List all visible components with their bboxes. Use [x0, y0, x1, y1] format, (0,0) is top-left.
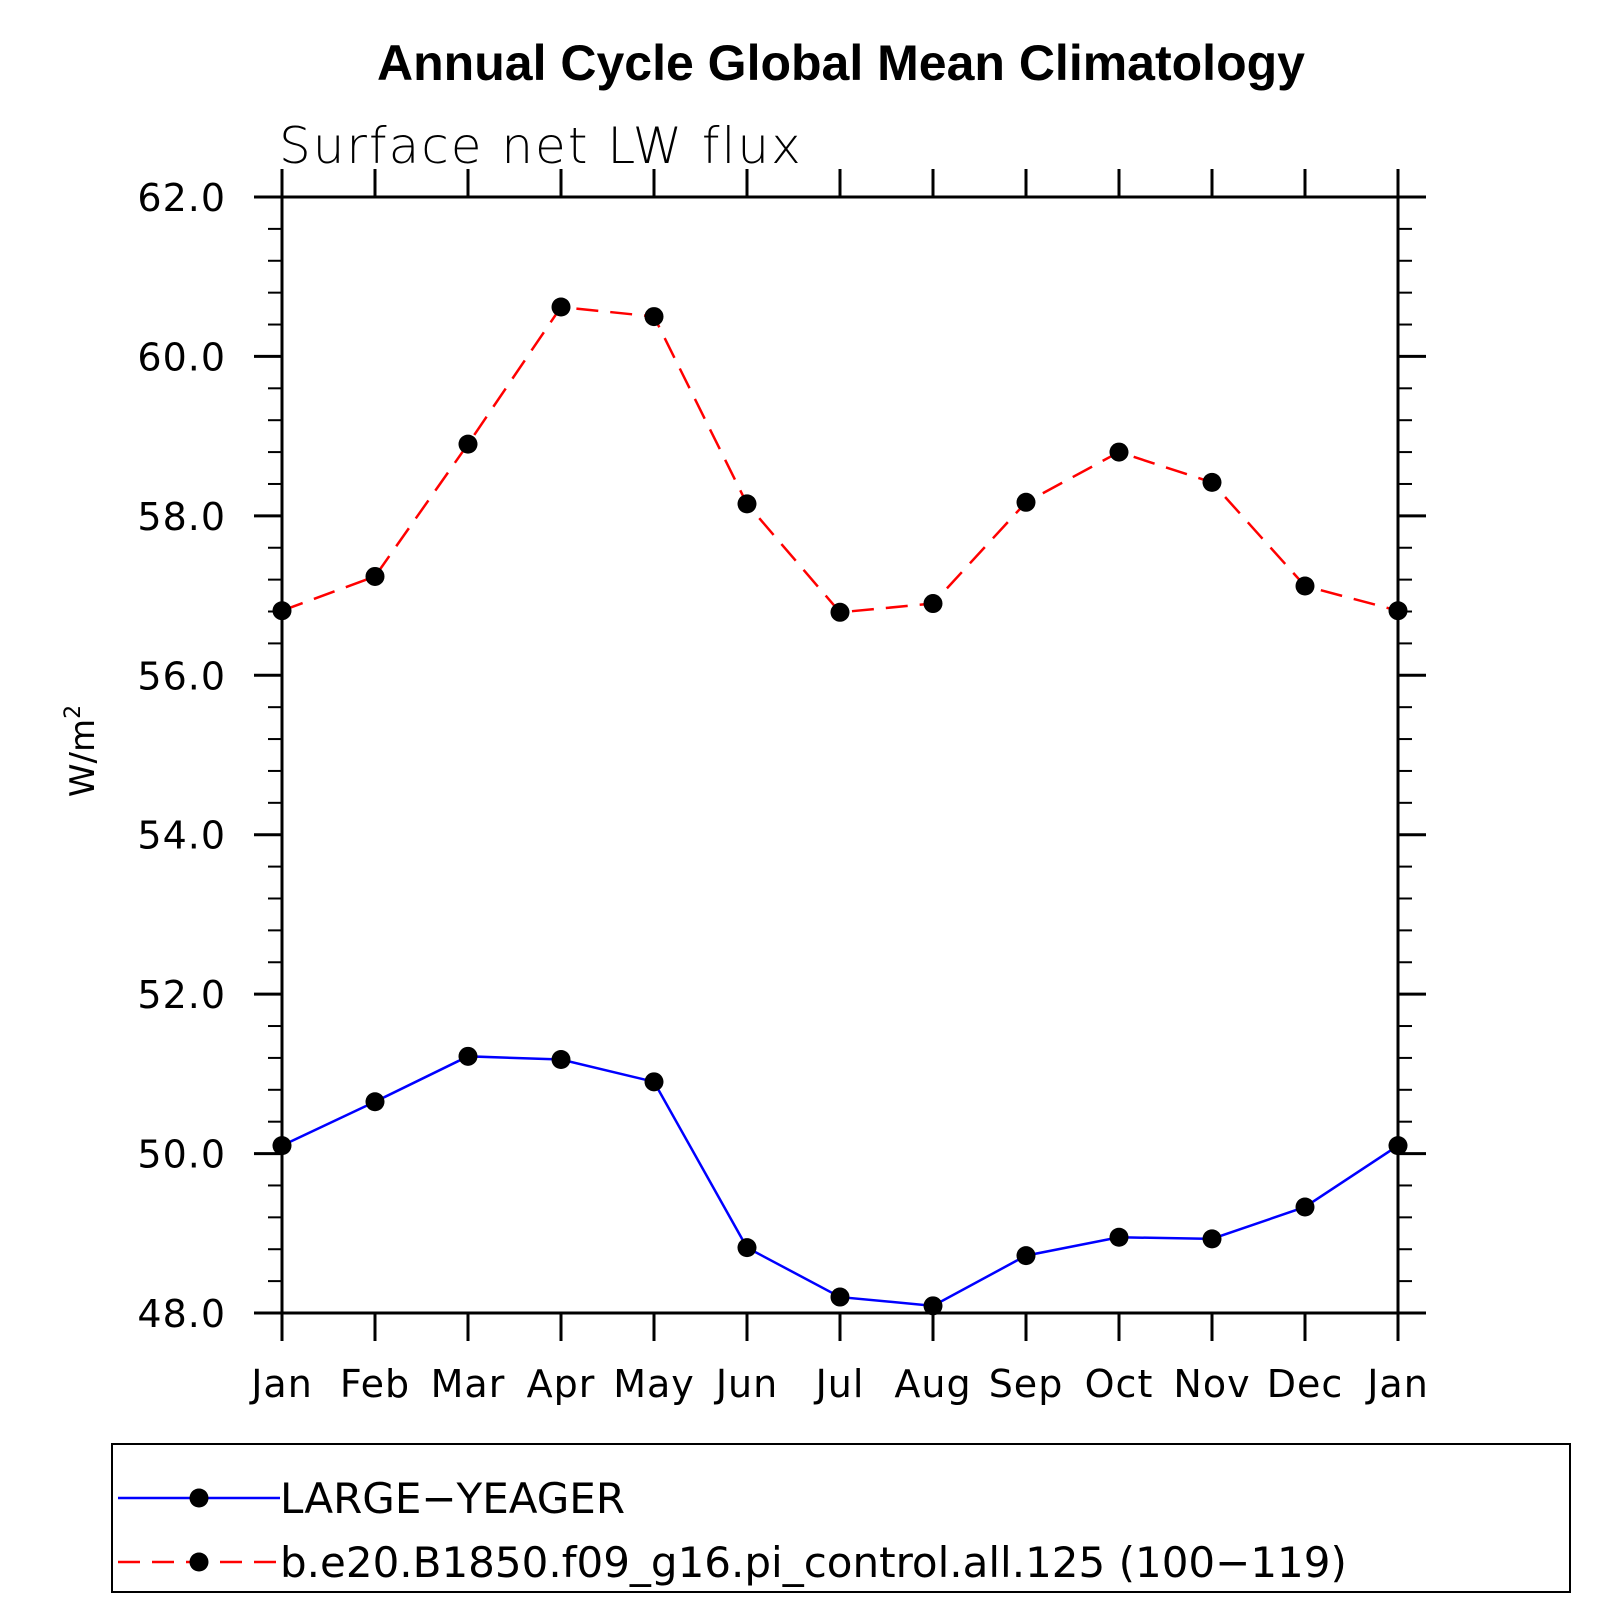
- data-point-s2: [644, 307, 664, 327]
- data-point-s1: [1388, 1136, 1408, 1156]
- chart-title: Annual Cycle Global Mean Climatology: [377, 35, 1305, 91]
- data-point-s2: [830, 602, 850, 622]
- data-point-s1: [644, 1072, 664, 1092]
- y-axis-label: W/m2: [61, 705, 103, 797]
- data-point-s2: [737, 494, 757, 514]
- legend-box: [111, 1443, 1571, 1593]
- legend-marker-1: [189, 1488, 209, 1508]
- data-point-s2: [923, 594, 943, 614]
- y-axis-label-sup: 2: [61, 705, 86, 719]
- axis-ticks: [254, 169, 1426, 1341]
- x-tick-label: Dec: [1267, 1362, 1344, 1406]
- data-point-s1: [1202, 1229, 1222, 1249]
- data-point-s1: [551, 1050, 571, 1070]
- legend-label-1: LARGE−YEAGER: [280, 1474, 625, 1523]
- data-point-s2: [1109, 442, 1129, 462]
- x-tick-label: Oct: [1085, 1362, 1154, 1406]
- y-tick-label: 54.0: [137, 814, 226, 858]
- data-point-s1: [458, 1046, 478, 1066]
- x-tick-label: Apr: [527, 1362, 596, 1406]
- x-tick-label: Jan: [249, 1362, 313, 1406]
- legend: LARGE−YEAGER b.e20.B1850.f09_g16.pi_contr…: [111, 1443, 1571, 1593]
- series-lines: [281, 305, 1399, 1308]
- data-point-s2: [458, 434, 478, 454]
- data-point-s2: [272, 601, 292, 621]
- data-point-s1: [737, 1238, 757, 1258]
- data-point-s1: [1109, 1227, 1129, 1247]
- x-tick-label: Jun: [714, 1362, 778, 1406]
- data-point-s2: [551, 297, 571, 317]
- x-tick-label: Aug: [894, 1362, 971, 1406]
- series-line-1: [281, 1055, 1399, 1308]
- x-tick-label: Mar: [431, 1362, 506, 1406]
- y-tick-label: 50.0: [137, 1133, 226, 1177]
- data-point-s1: [365, 1092, 385, 1112]
- data-point-s1: [830, 1287, 850, 1307]
- chart-subtitle: Surface net LW flux: [279, 117, 803, 175]
- legend-marker-2: [189, 1552, 209, 1572]
- legend-label-2: b.e20.B1850.f09_g16.pi_control.all.125 (…: [280, 1538, 1347, 1587]
- x-tick-label: Nov: [1173, 1362, 1250, 1406]
- x-tick-label: May: [613, 1362, 695, 1406]
- y-tick-label: 58.0: [137, 495, 226, 539]
- x-tick-label: Jul: [814, 1362, 865, 1406]
- data-point-s2: [365, 566, 385, 586]
- data-point-s2: [1295, 576, 1315, 596]
- y-axis-label-base: W/m: [63, 719, 103, 797]
- data-point-s2: [1016, 492, 1036, 512]
- data-point-s2: [1202, 472, 1222, 492]
- x-tick-label: Jan: [1365, 1362, 1429, 1406]
- y-tick-label: 60.0: [137, 335, 226, 379]
- data-point-s2: [1388, 601, 1408, 621]
- plot-frame: [280, 195, 1400, 1315]
- y-tick-label: 56.0: [137, 654, 226, 698]
- data-markers: [272, 297, 1408, 1316]
- y-tick-label: 62.0: [137, 176, 226, 220]
- x-tick-labels: Jan Feb Mar Apr May Jun Jul Aug Sep Oct Nov Dec Jan: [249, 1362, 1429, 1406]
- y-tick-label: 48.0: [137, 1292, 226, 1336]
- data-point-s1: [923, 1296, 943, 1316]
- data-point-s1: [1016, 1246, 1036, 1266]
- x-tick-label: Feb: [340, 1362, 410, 1406]
- series-line-2: [281, 305, 1399, 614]
- y-tick-label: 52.0: [137, 973, 226, 1017]
- data-point-s1: [272, 1136, 292, 1156]
- data-point-s1: [1295, 1197, 1315, 1217]
- y-tick-labels: 48.0 50.0 52.0 54.0 56.0 58.0 60.0 62.0: [137, 176, 226, 1336]
- x-tick-label: Sep: [989, 1362, 1064, 1406]
